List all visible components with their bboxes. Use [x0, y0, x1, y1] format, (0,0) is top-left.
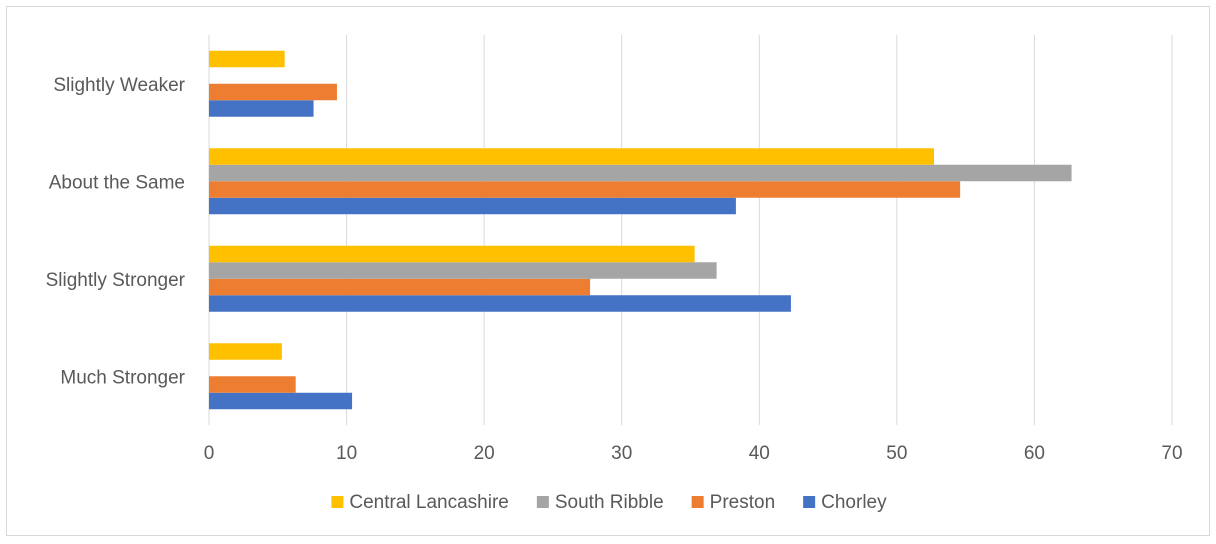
- x-tick-label: 30: [611, 443, 632, 464]
- category-label: Slightly Stronger: [46, 270, 186, 291]
- bar-central-lancashire: [209, 343, 282, 360]
- grid-lines: [208, 35, 1173, 425]
- legend-label: Preston: [710, 492, 775, 513]
- bar-preston: [209, 376, 296, 393]
- x-tick-label: 50: [886, 443, 907, 464]
- category-label: Slightly Weaker: [53, 75, 185, 96]
- x-tick-label: 0: [204, 443, 215, 464]
- bar-chorley: [209, 100, 314, 117]
- chart-frame: Much Stronger Slightly Stronger About the …: [6, 6, 1210, 536]
- bars: [209, 50, 1072, 410]
- x-tick-label: 60: [1024, 443, 1045, 464]
- legend-label: Chorley: [821, 492, 887, 513]
- x-tick-label: 70: [1161, 443, 1182, 464]
- legend: Central Lancashire South Ribble Preston Cho…: [331, 492, 887, 513]
- x-tick-label: 20: [474, 443, 495, 464]
- legend-swatch: [691, 496, 704, 508]
- legend-swatch: [536, 496, 549, 508]
- bar-chorley: [209, 295, 791, 312]
- legend-swatch: [331, 496, 344, 508]
- bar-central-lancashire: [209, 50, 285, 68]
- bar-south-ribble: [209, 164, 1072, 182]
- bar-chart: Much Stronger Slightly Stronger About the …: [46, 35, 1183, 513]
- category-label: Much Stronger: [60, 367, 185, 388]
- legend-swatch: [803, 496, 816, 508]
- x-tick-labels: 0 10 20 30 40 50 60 70: [204, 443, 1183, 464]
- category-labels: Much Stronger Slightly Stronger About the …: [46, 75, 186, 389]
- bar-central-lancashire: [209, 245, 695, 263]
- bar-south-ribble: [209, 262, 717, 279]
- legend-label: Central Lancashire: [349, 492, 508, 513]
- bar-chorley: [209, 392, 353, 410]
- x-tick-label: 10: [336, 443, 357, 464]
- bar-central-lancashire: [209, 148, 935, 165]
- bar-chorley: [209, 197, 736, 215]
- category-label: About the Same: [49, 172, 185, 193]
- bar-preston: [209, 181, 961, 198]
- legend-label: South Ribble: [555, 492, 664, 513]
- bar-preston: [209, 83, 337, 101]
- x-tick-label: 40: [749, 443, 770, 464]
- bar-preston: [209, 278, 591, 296]
